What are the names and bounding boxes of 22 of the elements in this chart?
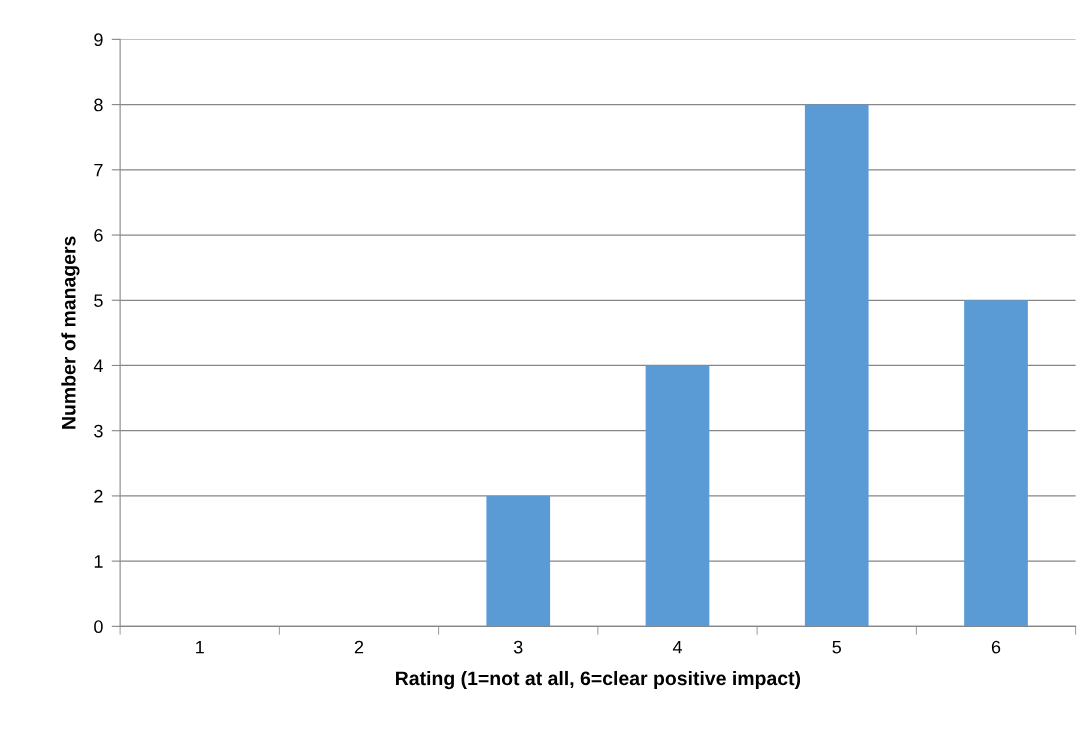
bar (804, 104, 869, 627)
x-tick-label: 4 (672, 640, 682, 654)
x-tick-label: 3 (513, 640, 523, 654)
x-tick-label: 1 (196, 640, 204, 654)
y-tick-label: 2 (94, 489, 103, 503)
bar (486, 495, 551, 627)
y-tick-label: 7 (94, 163, 103, 177)
y-tick-label: 6 (94, 228, 103, 242)
bar (645, 365, 710, 627)
x-tick-label: 2 (354, 640, 364, 654)
x-tick-label: 5 (832, 640, 842, 654)
y-tick-label: 1 (94, 555, 103, 568)
x-tick-label: 6 (991, 640, 1001, 654)
bar (964, 300, 1028, 627)
y-tick-label: 3 (94, 424, 103, 438)
y-tick-label: 8 (94, 98, 103, 112)
x-axis-title: Rating (1=not at all, 6=clear positive impact) (396, 670, 801, 690)
y-tick-label: 9 (94, 33, 103, 47)
y-tick-label: 5 (94, 294, 103, 307)
y-tick-label: 4 (93, 359, 103, 373)
y-tick-label: 0 (94, 620, 103, 634)
y-axis-title: Number of managers (61, 236, 80, 429)
